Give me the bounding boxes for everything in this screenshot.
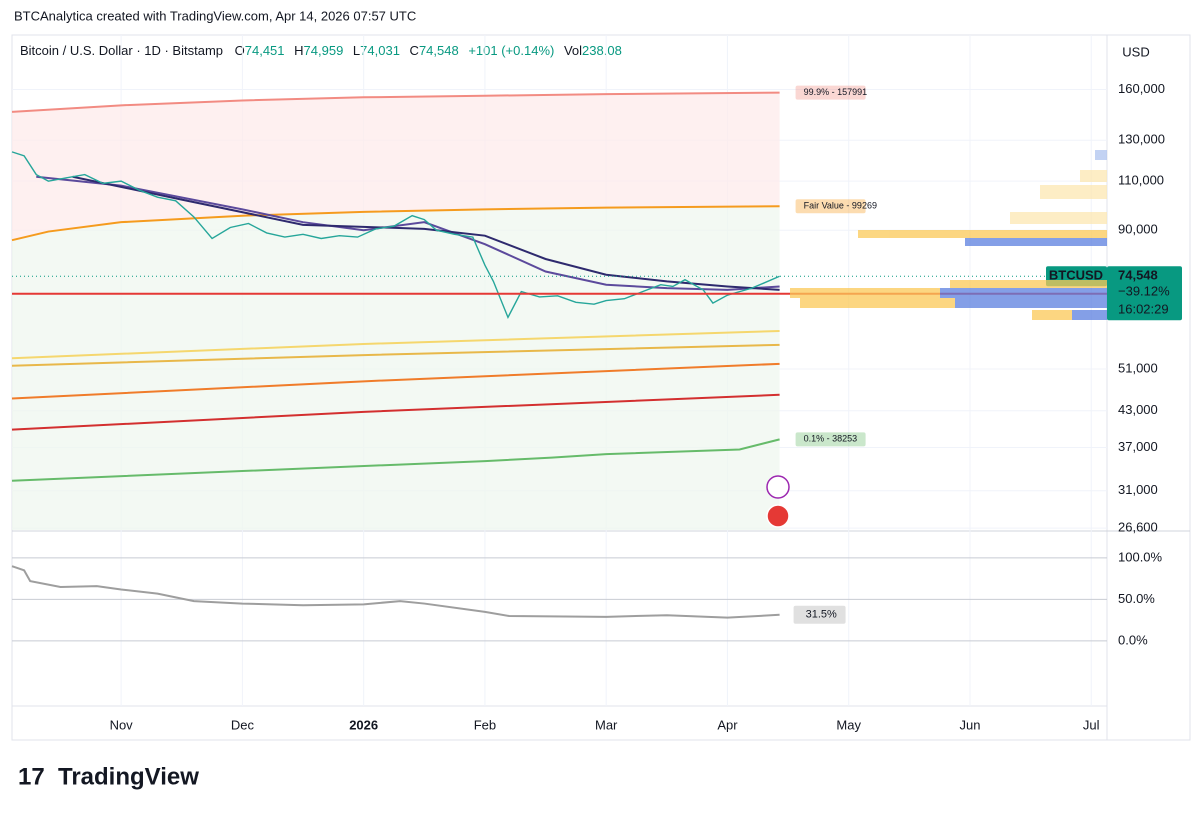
profile-bar bbox=[1010, 212, 1107, 224]
brand: TradingView bbox=[58, 763, 199, 790]
attribution: BTCAnalytica created with TradingView.co… bbox=[14, 8, 416, 23]
profile-bar bbox=[965, 238, 1107, 246]
series-line bbox=[11, 151, 780, 320]
series-line bbox=[11, 343, 780, 367]
open: 74,451 bbox=[245, 43, 285, 58]
x-tick-label: Apr bbox=[717, 717, 738, 732]
key: L bbox=[353, 43, 360, 58]
y-tick-label: 100.0% bbox=[1118, 549, 1163, 564]
series-line bbox=[11, 393, 780, 431]
y-tick-label: 160,000 bbox=[1118, 81, 1165, 96]
series-line bbox=[11, 362, 780, 400]
change: +101 (+0.14%) bbox=[468, 43, 554, 58]
series-line bbox=[11, 329, 780, 360]
brand-logo: 17 bbox=[18, 763, 45, 790]
profile-bar bbox=[858, 230, 1107, 238]
x-tick-label: Dec bbox=[231, 717, 255, 732]
band-label: 0.1% - 38253 bbox=[804, 434, 858, 444]
y-tick-label: 43,000 bbox=[1118, 402, 1158, 417]
y-tick-label: 26,600 bbox=[1118, 520, 1158, 535]
series-line bbox=[11, 438, 780, 482]
change-label: −39.12% bbox=[1118, 284, 1170, 299]
series-line bbox=[72, 175, 780, 291]
volume-profile bbox=[790, 150, 1107, 320]
band-label-box bbox=[795, 432, 866, 447]
profile-bar bbox=[1040, 185, 1107, 199]
series-line bbox=[11, 205, 780, 242]
value-label: 31.5% bbox=[806, 609, 837, 621]
band-label-box bbox=[795, 85, 866, 100]
price-box bbox=[1107, 266, 1182, 321]
key: Vol bbox=[564, 43, 582, 58]
profile-bar bbox=[940, 288, 1107, 298]
symbol-label: BTCUSD bbox=[1049, 268, 1103, 283]
profile-bar bbox=[1095, 150, 1107, 160]
x-tick-label: Jun bbox=[959, 717, 980, 732]
profile-bar bbox=[950, 280, 1107, 288]
x-tick-label: May bbox=[836, 717, 861, 732]
y-tick-label: 51,000 bbox=[1118, 360, 1158, 375]
band-label-box bbox=[795, 199, 866, 214]
y-tick-label: 50.0% bbox=[1118, 591, 1155, 606]
close: 74,548 bbox=[419, 43, 459, 58]
x-tick-label: Feb bbox=[474, 717, 496, 732]
band-fill bbox=[12, 206, 780, 530]
y-tick-label: 110,000 bbox=[1118, 173, 1164, 188]
y-tick-label: 0.0% bbox=[1118, 632, 1148, 647]
y-tick-label: 31,000 bbox=[1118, 482, 1158, 497]
x-tick-label: 2026 bbox=[349, 717, 378, 732]
key: C bbox=[410, 43, 419, 58]
event-icon[interactable] bbox=[766, 475, 790, 499]
volume: 238.08 bbox=[582, 43, 622, 58]
profile-bar bbox=[1080, 170, 1107, 182]
profile-bar bbox=[955, 298, 1107, 308]
legend-line: Bitcoin / U.S. Dollar · 1D · Bitstamp O7… bbox=[20, 43, 622, 58]
profile-bar bbox=[1072, 310, 1107, 320]
band-label: Fair Value - 99269 bbox=[804, 201, 877, 211]
key: O bbox=[235, 43, 245, 58]
y-tick-label: 90,000 bbox=[1118, 222, 1158, 237]
price-label: 74,548 bbox=[1118, 268, 1158, 283]
x-tick-label: Nov bbox=[110, 717, 134, 732]
countdown-label: 16:02:29 bbox=[1118, 302, 1169, 317]
y-tick-label: 37,000 bbox=[1118, 439, 1158, 454]
x-tick-label: Mar bbox=[595, 717, 618, 732]
value-label-box bbox=[793, 605, 846, 624]
key: H bbox=[294, 43, 303, 58]
series-line bbox=[11, 565, 780, 619]
high: 74,959 bbox=[304, 43, 344, 58]
x-tick-label: Jul bbox=[1083, 717, 1100, 732]
currency: USD bbox=[1122, 44, 1149, 59]
series-line bbox=[11, 91, 780, 113]
low: 74,031 bbox=[360, 43, 400, 58]
y-tick-label: 130,000 bbox=[1118, 132, 1165, 147]
band-label: 99.9% - 157991 bbox=[804, 87, 868, 97]
event-icon[interactable] bbox=[766, 504, 790, 528]
profile-bar bbox=[1032, 310, 1107, 320]
profile-bar bbox=[800, 298, 1107, 308]
